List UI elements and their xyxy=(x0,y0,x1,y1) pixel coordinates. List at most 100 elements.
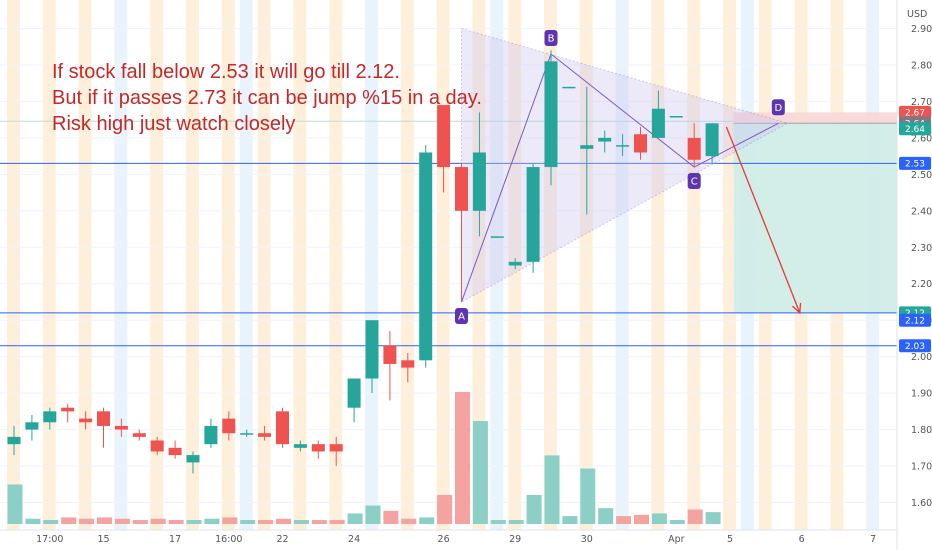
volume-bar xyxy=(7,484,23,524)
volume-bar xyxy=(598,508,614,524)
price-tag xyxy=(899,339,931,353)
session-band xyxy=(239,0,253,530)
volume-bar xyxy=(508,520,524,524)
price-tag-label: 2.67 xyxy=(905,109,925,119)
price-axis: USD 2.902.802.702.602.502.402.302.202.10… xyxy=(896,0,932,550)
triangle-area xyxy=(461,27,789,303)
price-tick-label: 2.70 xyxy=(911,97,932,108)
volume-bar xyxy=(311,520,327,524)
price-tag xyxy=(899,313,931,327)
candle-body xyxy=(150,440,164,452)
time-tick-label: 24 xyxy=(348,534,360,545)
volume-bar xyxy=(580,468,596,524)
volume-bar xyxy=(240,520,256,524)
candle-body xyxy=(616,145,630,147)
volume-bar xyxy=(526,494,542,524)
session-band xyxy=(78,0,92,530)
currency-label[interactable]: USD xyxy=(907,9,927,20)
candle-body xyxy=(651,108,665,138)
volume-bar xyxy=(97,517,112,524)
annotation-line-1: If stock fall below 2.53 it will go till… xyxy=(52,61,400,83)
volume-bar xyxy=(132,520,148,524)
volume-bar xyxy=(490,520,506,524)
volume-bar xyxy=(419,517,435,524)
candle-body xyxy=(347,378,361,408)
volume-bar xyxy=(383,510,399,524)
time-tick-label: 6 xyxy=(799,534,805,545)
pattern-point-badge xyxy=(771,99,785,116)
price-tick-label: 2.20 xyxy=(911,279,932,290)
session-band xyxy=(150,0,164,530)
volume-bars xyxy=(7,392,721,524)
projection-arrow xyxy=(725,126,802,315)
candle-body xyxy=(634,134,647,153)
candle-body xyxy=(508,261,522,266)
pattern-point-badge xyxy=(687,173,701,190)
arrow-shaft xyxy=(725,126,801,314)
candle-body xyxy=(43,411,57,423)
annotation-note: If stock fall below 2.53 it will go till… xyxy=(52,61,482,135)
time-tick-label: 30 xyxy=(581,534,593,545)
volume-bar xyxy=(437,494,453,524)
session-band xyxy=(114,0,128,530)
volume-bar xyxy=(186,520,202,524)
volume-bar xyxy=(365,505,381,524)
candle-body xyxy=(562,86,576,89)
pattern-point-badge xyxy=(455,307,468,324)
candle-body xyxy=(222,418,236,434)
price-tick-label: 1.90 xyxy=(911,389,932,400)
candle-body xyxy=(293,444,307,448)
pattern-point-label: A xyxy=(458,311,465,322)
session-band xyxy=(579,0,593,530)
session-band xyxy=(651,0,665,530)
annotation-line-3: Risk high just watch closely xyxy=(52,113,295,135)
volume-bar xyxy=(61,517,77,524)
volume-bar xyxy=(329,520,345,524)
candle-body xyxy=(186,455,200,463)
candle-body xyxy=(401,360,415,368)
candle-body xyxy=(25,422,39,430)
candle-body xyxy=(276,411,289,445)
pattern-point-label: B xyxy=(548,34,555,45)
candle-body xyxy=(580,145,594,149)
candle-body xyxy=(544,61,558,168)
price-tags: 2.672.642.642.532.122.122.03 xyxy=(899,105,931,353)
volume-bar xyxy=(472,421,488,524)
volume-bar xyxy=(455,392,470,524)
candle-body xyxy=(311,444,325,452)
candle-body xyxy=(240,433,254,435)
session-band xyxy=(221,0,235,530)
session-band xyxy=(293,0,307,530)
volume-bar xyxy=(276,518,291,524)
price-tag xyxy=(899,105,931,119)
price-tick-label: 1.70 xyxy=(911,462,932,473)
price-tick-label: 2.80 xyxy=(911,60,932,71)
volume-bar xyxy=(544,455,560,524)
price-tag xyxy=(899,156,931,170)
time-tick-label: 16:00 xyxy=(215,534,242,545)
candle-body xyxy=(168,447,182,456)
session-band xyxy=(723,0,736,530)
time-tick-label: 29 xyxy=(509,534,521,545)
session-band xyxy=(186,0,199,530)
price-tag-label: 2.64 xyxy=(905,125,925,135)
volume-bar xyxy=(401,518,417,524)
volume-bar xyxy=(651,513,667,524)
volume-bar xyxy=(150,518,166,524)
candle-body xyxy=(490,236,504,238)
session-band xyxy=(436,0,450,530)
session-band xyxy=(42,0,56,530)
volume-bar xyxy=(204,518,220,524)
volume-bar xyxy=(25,518,41,524)
volume-bar xyxy=(79,518,95,524)
price-tick-label: 1.60 xyxy=(911,498,932,509)
arrow-head xyxy=(792,302,802,315)
pattern-point-label: D xyxy=(774,103,782,114)
candle-body xyxy=(97,411,110,426)
price-tick-label: 2.30 xyxy=(911,243,932,254)
volume-bar xyxy=(168,520,184,524)
take-profit-zone xyxy=(733,123,897,313)
volume-bar xyxy=(562,516,578,524)
abcd-path xyxy=(461,53,779,303)
time-tick-label: 7 xyxy=(870,534,876,545)
